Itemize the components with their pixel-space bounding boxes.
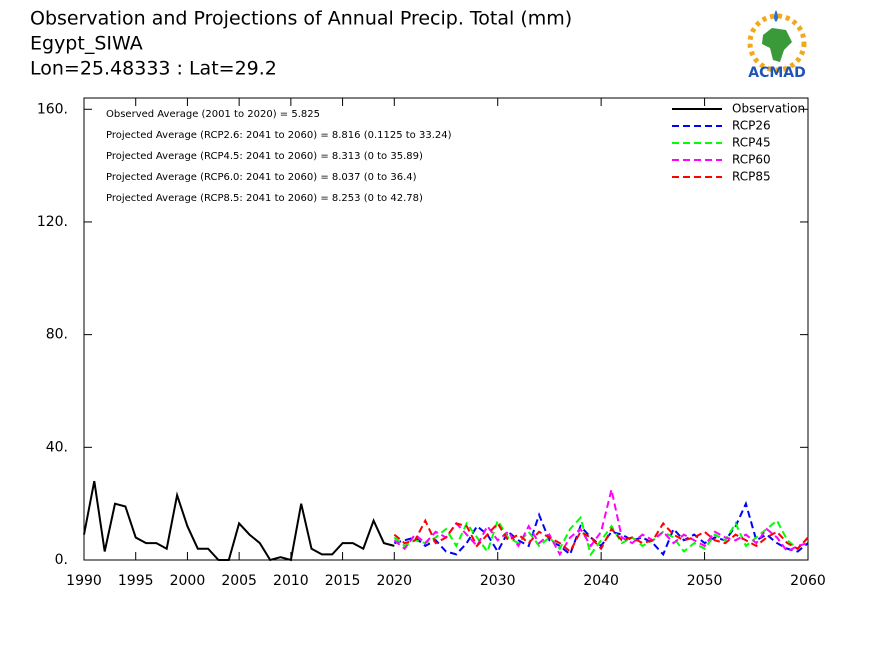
legend-label: RCP45 [732,136,771,150]
logo-ring [747,13,807,73]
x-tick-label: 2000 [170,573,206,589]
annotation: Projected Average (RCP8.5: 2041 to 2060)… [106,193,423,204]
x-tick-label: 2060 [790,573,826,589]
legend-label: Observation [732,102,805,116]
y-tick-label: 160. [37,101,68,117]
plot-frame [83,97,809,561]
x-tick-label: 2010 [273,573,309,589]
y-tick-label: 40. [46,439,68,455]
x-tick-label: 2050 [687,573,723,589]
annotation: Observed Average (2001 to 2020) = 5.825 [106,109,320,120]
series-line [394,500,809,557]
x-tick-label: 2020 [376,573,412,589]
x-tick-label: 2030 [480,573,516,589]
legend-label: RCP85 [732,170,771,184]
annotation: Projected Average (RCP2.6: 2041 to 2060)… [106,130,452,141]
series-line [393,518,809,554]
y-tick-label: 0. [55,552,68,568]
y-tick-label: 120. [37,214,68,230]
logo-africa [762,28,792,62]
series-line [393,489,809,557]
x-tick-label: 1995 [118,573,154,589]
x-tick-label: 2015 [325,573,361,589]
series-line [83,480,395,562]
chart-subtitle: Egypt_SIWA [30,33,143,55]
logo: ACMAD [747,10,807,81]
annotation: Projected Average (RCP6.0: 2041 to 2060)… [106,172,417,183]
x-tick-label: 2005 [221,573,257,589]
legend-label: RCP26 [732,119,771,133]
annotation: Projected Average (RCP4.5: 2041 to 2060)… [106,151,423,162]
x-tick-label: 2040 [583,573,619,589]
logo-drop [774,10,778,22]
y-tick-label: 80. [46,327,68,343]
location: Lon=25.48333 : Lat=29.2 [30,58,277,80]
legend-label: RCP60 [732,153,771,167]
logo-text: ACMAD [748,65,806,81]
x-tick-label: 1990 [66,573,102,589]
chart-title: Observation and Projections of Annual Pr… [30,8,572,30]
